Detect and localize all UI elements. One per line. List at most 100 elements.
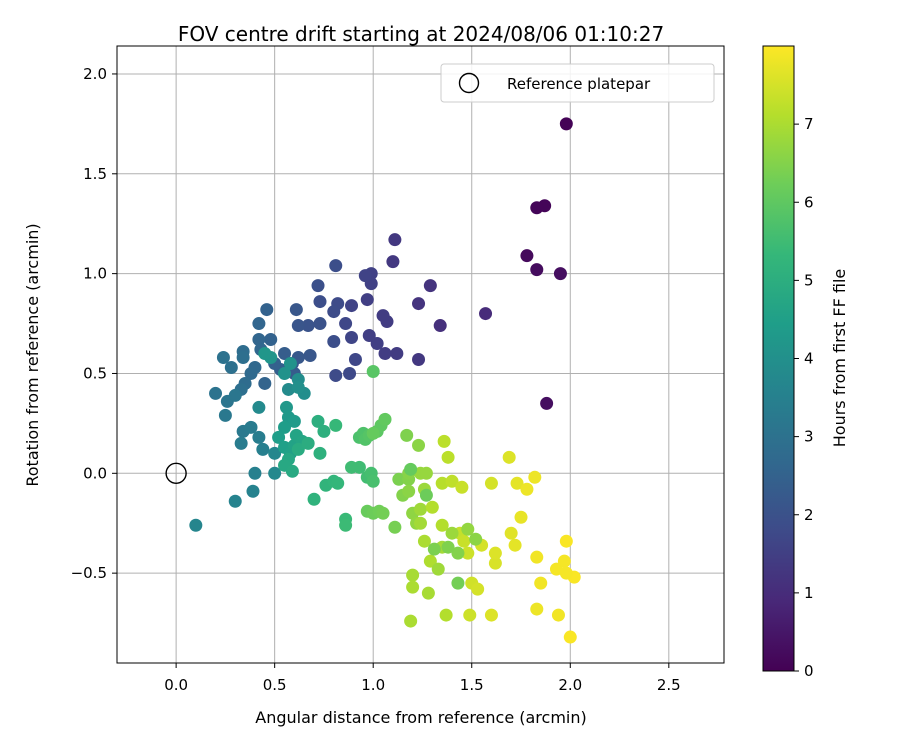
- data-point: [301, 436, 315, 450]
- data-point: [248, 466, 262, 480]
- data-point: [378, 412, 392, 426]
- data-points: [165, 117, 581, 644]
- colorbar-ticks: 0 1 2 3 4 5 6 7: [794, 115, 814, 680]
- data-point: [417, 534, 431, 548]
- data-point: [451, 546, 465, 560]
- colorbar-tick-label: 7: [804, 115, 814, 133]
- data-point: [559, 534, 573, 548]
- y-axis-ticks: −0.5 0.0 0.5 1.0 1.5 2.0: [71, 65, 117, 582]
- legend-entry-reference: Reference platepar: [507, 75, 651, 93]
- data-point: [463, 608, 477, 622]
- colorbar-tick-label: 3: [804, 428, 814, 446]
- y-tick-label: 1.5: [83, 165, 107, 183]
- data-point: [301, 319, 315, 333]
- data-point: [441, 450, 455, 464]
- data-point: [484, 476, 498, 490]
- y-tick-label: 1.0: [83, 265, 107, 283]
- data-point: [317, 424, 331, 438]
- data-point: [412, 352, 426, 366]
- data-point: [530, 602, 544, 616]
- data-point: [427, 542, 441, 556]
- y-axis-label: Rotation from reference (arcmin): [23, 223, 42, 486]
- data-point: [378, 347, 392, 361]
- data-point: [289, 303, 303, 317]
- colorbar-label: Hours from first FF file: [830, 269, 849, 448]
- data-point: [209, 386, 223, 400]
- data-point: [329, 368, 343, 382]
- data-point: [445, 526, 459, 540]
- data-point: [358, 269, 372, 283]
- y-tick-label: 2.0: [83, 65, 107, 83]
- x-tick-label: 0.0: [164, 676, 188, 694]
- data-point: [431, 562, 445, 576]
- data-point: [388, 233, 402, 247]
- data-point: [236, 350, 250, 364]
- x-axis-label: Angular distance from reference (arcmin): [255, 708, 586, 727]
- data-point: [281, 382, 295, 396]
- colorbar-tick-label: 2: [804, 506, 814, 524]
- data-point: [540, 396, 554, 410]
- data-point: [549, 562, 563, 576]
- data-point: [244, 420, 258, 434]
- data-point: [404, 614, 418, 628]
- data-point: [557, 554, 571, 568]
- data-point: [553, 267, 567, 281]
- data-point: [471, 582, 485, 596]
- x-tick-label: 1.0: [361, 676, 385, 694]
- data-point: [216, 350, 230, 364]
- data-point: [508, 538, 522, 552]
- y-tick-label: 0.5: [83, 364, 107, 382]
- data-point: [406, 568, 420, 582]
- plot-frame: [116, 45, 725, 664]
- data-point: [392, 472, 406, 486]
- data-point: [563, 630, 577, 644]
- data-point: [406, 580, 420, 594]
- data-point: [252, 317, 266, 331]
- data-point: [307, 492, 321, 506]
- y-tick-label: 0.0: [83, 464, 107, 482]
- data-point: [439, 608, 453, 622]
- data-point: [520, 482, 534, 496]
- data-point: [279, 400, 293, 414]
- data-point: [441, 540, 455, 554]
- x-tick-label: 0.5: [263, 676, 287, 694]
- data-point: [278, 420, 292, 434]
- data-point: [268, 446, 282, 460]
- data-point: [366, 474, 380, 488]
- data-point: [457, 534, 471, 548]
- data-point: [488, 546, 502, 560]
- data-point: [291, 442, 305, 456]
- data-point: [534, 576, 548, 590]
- data-point: [256, 442, 270, 456]
- data-point: [360, 293, 374, 307]
- data-point: [272, 430, 286, 444]
- data-point: [224, 360, 238, 374]
- data-point: [390, 347, 404, 361]
- data-point: [228, 388, 242, 402]
- colorbar-tick-label: 4: [804, 350, 814, 368]
- data-point: [400, 428, 414, 442]
- x-axis-ticks: 0.0 0.5 1.0 1.5 2.0 2.5: [164, 663, 681, 694]
- data-point: [246, 484, 260, 498]
- data-point: [514, 510, 528, 524]
- data-point: [260, 303, 274, 317]
- data-point: [329, 259, 343, 273]
- data-point: [479, 307, 493, 321]
- data-point: [218, 408, 232, 422]
- data-point: [345, 331, 359, 345]
- colorbar-tick-label: 5: [804, 271, 814, 289]
- data-point: [376, 506, 390, 520]
- data-point: [469, 532, 483, 546]
- data-point: [528, 470, 542, 484]
- y-tick-label: −0.5: [71, 564, 107, 582]
- data-point: [303, 348, 317, 362]
- data-point: [370, 337, 384, 351]
- data-point: [339, 317, 353, 331]
- data-point: [435, 518, 449, 532]
- data-point: [502, 450, 516, 464]
- colorbar-tick-label: 6: [804, 193, 814, 211]
- data-point: [388, 520, 402, 534]
- legend-box: [440, 63, 715, 103]
- data-point: [264, 333, 278, 347]
